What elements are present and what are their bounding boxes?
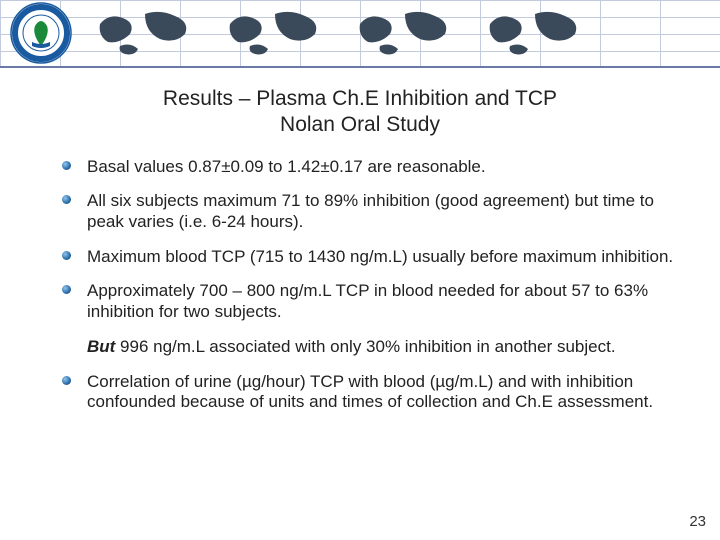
but-prefix: But bbox=[87, 337, 115, 356]
bullet-item: All six subjects maximum 71 to 89% inhib… bbox=[45, 191, 675, 232]
title-line-2: Nolan Oral Study bbox=[0, 112, 720, 138]
bullet-dot-icon bbox=[62, 285, 71, 294]
bullet-text: All six subjects maximum 71 to 89% inhib… bbox=[87, 191, 675, 232]
bullet-text: Basal values 0.87±0.09 to 1.42±0.17 are … bbox=[87, 157, 675, 178]
bullet-dot-icon bbox=[62, 251, 71, 260]
bullet-item: Correlation of urine (µg/hour) TCP with … bbox=[45, 372, 675, 413]
world-map-icon bbox=[90, 4, 210, 62]
epa-seal-icon bbox=[10, 2, 72, 64]
bullet-text: Correlation of urine (µg/hour) TCP with … bbox=[87, 372, 675, 413]
bullet-marker bbox=[45, 372, 87, 385]
bullet-text: Approximately 700 – 800 ng/m.L TCP in bl… bbox=[87, 281, 675, 322]
slide-title: Results – Plasma Ch.E Inhibition and TCP… bbox=[0, 86, 720, 139]
bullet-marker bbox=[45, 157, 87, 170]
bullet-item: Basal values 0.87±0.09 to 1.42±0.17 are … bbox=[45, 157, 675, 178]
header-strip bbox=[0, 0, 720, 68]
bullet-text: Maximum blood TCP (715 to 1430 ng/m.L) u… bbox=[87, 247, 675, 268]
slide-number: 23 bbox=[689, 513, 706, 530]
bullet-dot-icon bbox=[62, 376, 71, 385]
but-text: But 996 ng/m.L associated with only 30% … bbox=[87, 337, 675, 358]
bullet-dot-icon bbox=[62, 161, 71, 170]
slide-body: Basal values 0.87±0.09 to 1.42±0.17 are … bbox=[45, 157, 675, 414]
bullet-dot-icon bbox=[62, 195, 71, 204]
world-map-icon bbox=[480, 4, 600, 62]
bullet-marker bbox=[45, 191, 87, 204]
bullet-item: Maximum blood TCP (715 to 1430 ng/m.L) u… bbox=[45, 247, 675, 268]
but-caveat-line: But 996 ng/m.L associated with only 30% … bbox=[45, 337, 675, 358]
bullet-marker bbox=[45, 281, 87, 294]
bullet-marker bbox=[45, 247, 87, 260]
bullet-item: Approximately 700 – 800 ng/m.L TCP in bl… bbox=[45, 281, 675, 322]
but-remainder: 996 ng/m.L associated with only 30% inhi… bbox=[115, 337, 615, 356]
header-world-maps bbox=[0, 2, 720, 64]
title-line-1: Results – Plasma Ch.E Inhibition and TCP bbox=[0, 86, 720, 112]
world-map-icon bbox=[220, 4, 340, 62]
world-map-icon bbox=[350, 4, 470, 62]
bullet-marker-empty bbox=[45, 337, 87, 341]
